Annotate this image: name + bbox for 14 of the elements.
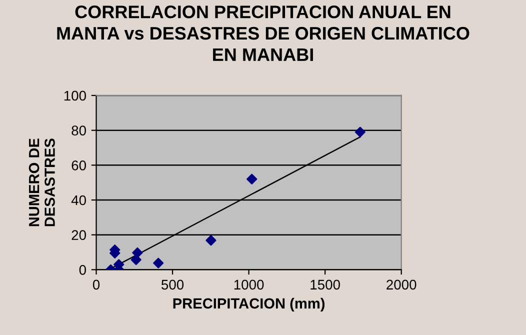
x-tick-label: 1000: [234, 280, 264, 290]
x-tick-label: 0: [92, 280, 100, 290]
y-axis-title: NUMERO DE DESASTRES: [28, 138, 55, 226]
y-tick-label: 60: [72, 160, 86, 170]
y-tick-label: 80: [72, 126, 86, 136]
y-tick-label: 100: [64, 90, 86, 101]
y-tick-label: 0: [79, 265, 86, 275]
chart-title: CORRELACION PRECIPITACION ANUAL EN MANTA vs DESASTRES DE ORIGEN CLIMATICO EN MANABI: [57, 6, 470, 61]
x-axis-title: PRECIPITACION (mm): [173, 298, 325, 312]
x-tick-label: 1500: [310, 280, 340, 290]
x-tick-label: 2000: [386, 280, 416, 290]
y-tick-label: 20: [72, 230, 86, 240]
x-tick-label: 500: [162, 280, 184, 290]
y-tick-label: 40: [71, 195, 86, 206]
